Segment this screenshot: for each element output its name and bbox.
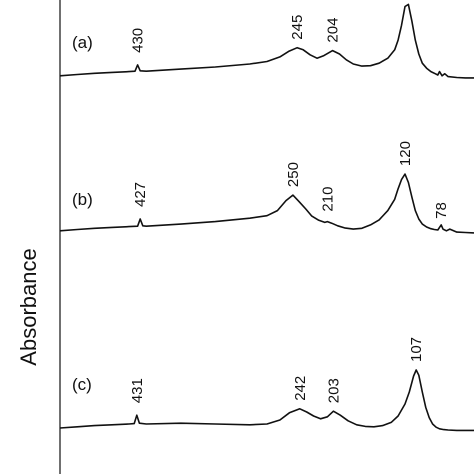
peak-label-242: 242 [292,376,309,401]
y-axis-title-wrap: Absorbance [16,248,41,365]
peak-label-210: 210 [319,187,336,212]
series-label-c: (c) [72,375,92,394]
peak-label-107: 107 [408,337,425,362]
spectrum-line-a [59,3,474,79]
peak-label-78: 78 [433,202,450,219]
peak-label-250: 250 [285,162,302,187]
spectrum-line-c [59,369,474,432]
peak-label-245: 245 [289,15,306,40]
peak-label-120: 120 [397,141,414,166]
peak-label-430: 430 [130,28,147,53]
peak-label-427: 427 [132,182,149,207]
spectrum-line-b [59,173,474,234]
y-axis-title: Absorbance [16,248,41,365]
labels-layer: (a) 430 245 204 (b) 427 250 210 120 78 (c) 431 242 20… [72,15,450,404]
series-label-b: (b) [72,190,93,209]
series-label-a: (a) [72,33,93,52]
peak-label-203: 203 [325,378,342,403]
peak-label-431: 431 [129,378,146,403]
series-layer [59,3,474,432]
peak-label-204: 204 [325,18,342,43]
